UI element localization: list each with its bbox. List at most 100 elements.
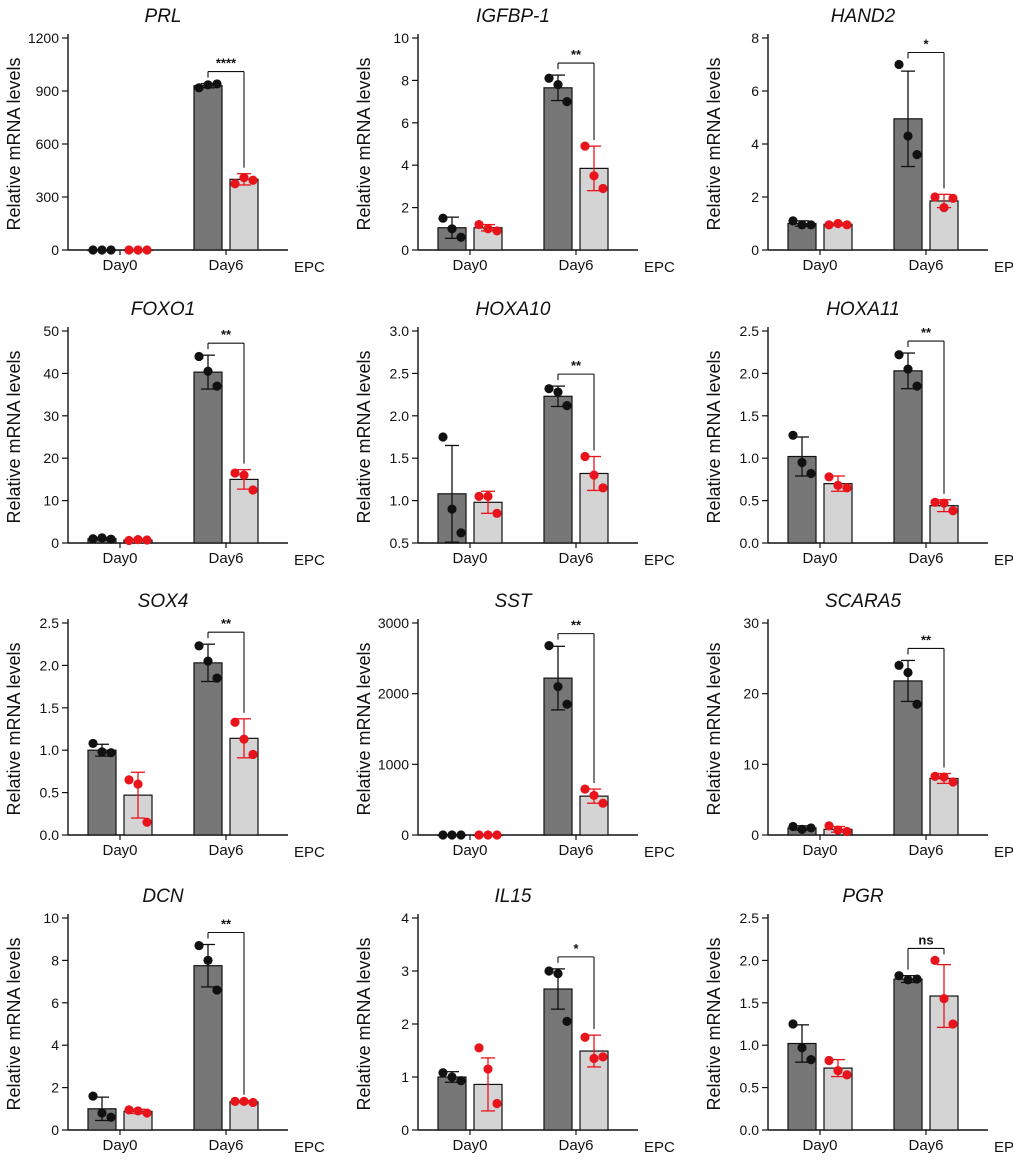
y-tick-label: 8 — [751, 30, 759, 46]
epc-data-point — [939, 498, 949, 508]
control-bar — [193, 85, 223, 251]
x-group-label: Day0 — [452, 550, 487, 567]
y-axis-label: Relative mRNA levels — [4, 642, 24, 815]
control-data-point — [912, 699, 922, 709]
epc-data-point — [239, 1096, 249, 1106]
condition-label: EPC — [994, 1139, 1013, 1156]
control-data-point — [194, 351, 204, 362]
control-data-point — [97, 533, 107, 543]
y-tick-label: 1.0 — [740, 450, 760, 466]
epc-data-point — [580, 451, 590, 462]
control-data-point — [894, 350, 904, 360]
y-tick-label: 2.5 — [40, 615, 60, 631]
y-tick-label: 0 — [51, 1122, 59, 1138]
y-tick-label: 300 — [36, 189, 60, 205]
condition-label: EPC — [294, 844, 325, 861]
panel-title: IGFBP-1 — [476, 6, 550, 27]
control-bar — [893, 978, 923, 1131]
control-bar — [543, 395, 573, 544]
control-data-point — [88, 1091, 98, 1101]
y-axis-label: Relative mRNA levels — [354, 57, 374, 230]
control-data-point — [544, 966, 554, 976]
y-tick-label: 8 — [401, 72, 409, 88]
control-data-point — [203, 366, 213, 376]
y-tick-label: 0 — [401, 827, 409, 843]
epc-data-point — [474, 1043, 484, 1053]
control-data-point — [88, 534, 98, 544]
epc-data-point — [939, 203, 949, 213]
y-axis-label: Relative mRNA levels — [4, 937, 24, 1110]
epc-data-point — [930, 771, 940, 781]
epc-data-point — [824, 220, 834, 230]
x-group-label: Day0 — [102, 842, 137, 859]
y-tick-label: 2 — [751, 189, 759, 205]
epc-data-point — [598, 1052, 608, 1062]
significance-label: ** — [221, 327, 232, 342]
epc-data-point — [133, 535, 143, 545]
epc-data-point — [580, 141, 590, 151]
panel-title: SOX4 — [138, 591, 189, 612]
y-tick-label: 6 — [401, 115, 409, 131]
epc-data-point — [833, 825, 843, 835]
x-group-label: Day6 — [558, 257, 593, 274]
panel-scara5: SCARA5 Relative mRNA levels 0 10 20 30 Day0 Day… — [704, 591, 1013, 861]
control-data-point — [106, 1112, 116, 1122]
epc-data-point — [483, 1064, 493, 1074]
significance-label: * — [573, 941, 579, 956]
panel-igfbp-1: IGFBP-1 Relative mRNA levels 0 2 4 6 8 10 Day0 Da… — [354, 6, 675, 276]
y-tick-label: 30 — [743, 615, 759, 631]
epc-data-point — [598, 798, 608, 808]
y-axis-label: Relative mRNA levels — [704, 350, 724, 523]
x-group-label: Day6 — [908, 257, 943, 274]
panel-title: HAND2 — [831, 6, 896, 27]
epc-data-point — [930, 955, 940, 965]
epc-data-point — [483, 830, 493, 840]
y-axis-label: Relative mRNA levels — [704, 937, 724, 1110]
control-data-point — [806, 823, 816, 833]
x-group-label: Day6 — [208, 257, 243, 274]
y-tick-label: 50 — [43, 323, 59, 339]
significance-label: **** — [216, 56, 237, 71]
x-group-label: Day6 — [208, 1137, 243, 1154]
control-data-point — [212, 673, 222, 683]
condition-label: EPC — [644, 552, 675, 569]
control-data-point — [806, 220, 816, 230]
y-tick-label: 2.5 — [390, 365, 410, 381]
panel-hoxa10: HOXA10 Relative mRNA levels 0.5 1.0 1.5 2.0 2.… — [354, 299, 675, 569]
epc-data-point — [930, 192, 940, 202]
panel-title: HOXA11 — [826, 299, 900, 320]
control-data-point — [903, 667, 913, 678]
control-data-point — [562, 97, 572, 107]
control-data-point — [194, 83, 204, 93]
epc-data-point — [948, 777, 958, 787]
x-group-label: Day6 — [208, 842, 243, 859]
control-data-point — [797, 220, 807, 230]
epc-data-point — [492, 508, 502, 518]
y-tick-label: 10 — [393, 30, 409, 46]
y-tick-label: 1000 — [378, 756, 409, 772]
panel-hand2: HAND2 Relative mRNA levels 0 2 4 6 8 Day0 Day6 EP… — [704, 6, 1013, 276]
y-tick-label: 6 — [751, 83, 759, 99]
control-data-point — [456, 830, 466, 840]
epc-data-point — [142, 1108, 152, 1118]
control-data-point — [562, 1016, 572, 1026]
y-axis-label: Relative mRNA levels — [354, 642, 374, 815]
control-data-point — [212, 381, 222, 391]
control-data-point — [788, 216, 798, 226]
panel-sst: SST Relative mRNA levels 0 1000 2000 3000 Day0… — [354, 591, 675, 861]
control-data-point — [106, 534, 116, 544]
y-tick-label: 0 — [751, 827, 759, 843]
epc-data-point — [824, 1055, 834, 1066]
control-data-point — [912, 974, 922, 984]
control-bar — [193, 371, 223, 544]
epc-data-point — [824, 821, 834, 831]
epc-data-point — [492, 830, 502, 840]
control-data-point — [106, 245, 116, 255]
epc-data-point — [230, 468, 240, 478]
control-data-point — [797, 1043, 807, 1053]
y-tick-label: 1.5 — [740, 408, 760, 424]
x-group-label: Day0 — [802, 1137, 837, 1154]
x-group-label: Day6 — [558, 550, 593, 567]
condition-label: EPC — [994, 844, 1013, 861]
epc-data-point — [474, 830, 484, 840]
